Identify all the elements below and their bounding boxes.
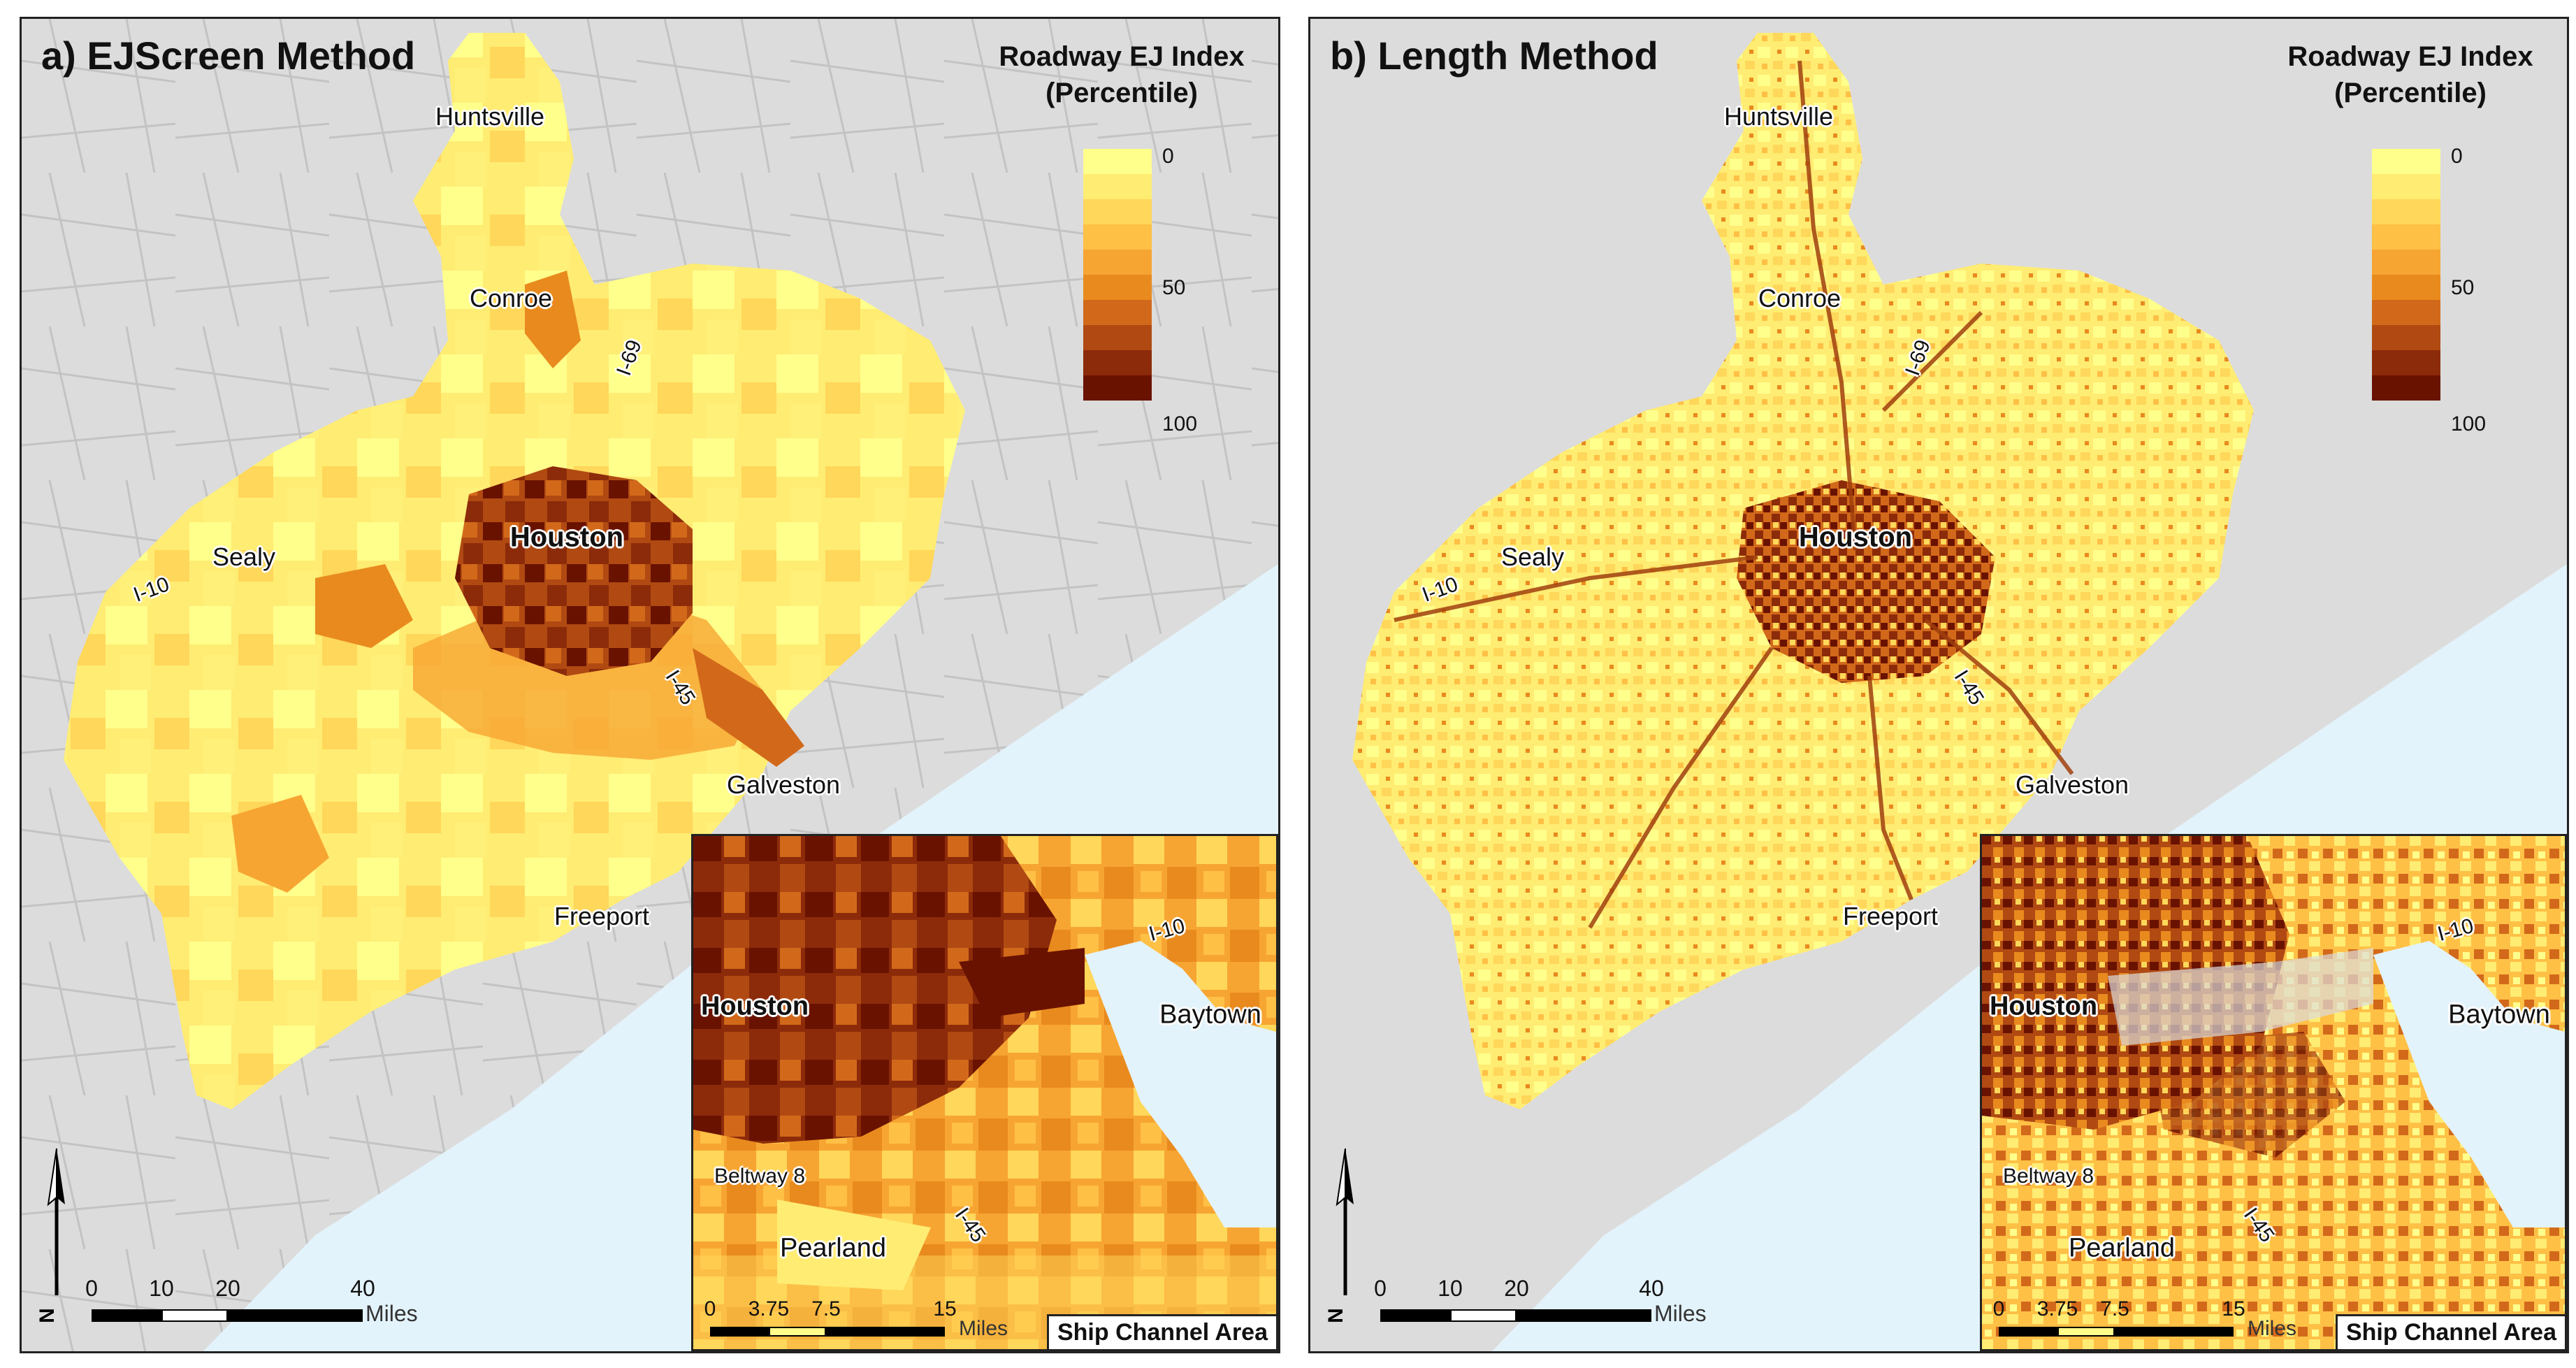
- city-label-freeport: Freeport: [553, 902, 650, 930]
- city-label-houston: Houston: [1798, 521, 1913, 553]
- legend-color-ramp: [1083, 149, 1152, 426]
- inset-scale-units: Miles: [959, 1317, 1008, 1340]
- legend-swatch-3: [1083, 224, 1152, 250]
- legend-swatch-8: [1083, 350, 1152, 375]
- city-label-conroe: Conroe: [1758, 284, 1841, 312]
- legend-swatch-8: [2372, 350, 2440, 375]
- inset-scale-bar: 0 3.75 7.5 15 Miles: [700, 1297, 1008, 1346]
- inset-scale-units: Miles: [2248, 1317, 2297, 1340]
- panel-title: b) Length Method: [1330, 34, 1658, 78]
- city-label-conroe: Conroe: [469, 284, 553, 312]
- inset-scale-bar: 0 3.75 7.5 15 Miles: [1989, 1297, 2296, 1346]
- legend-swatch-0: [2372, 149, 2440, 174]
- scale-units: Miles: [1654, 1301, 1707, 1326]
- scale-tick-20: 20: [1504, 1276, 1529, 1301]
- legend: Roadway EJ Index (Percentile) 0 50 100: [975, 38, 1268, 435]
- legend-color-ramp: [2372, 149, 2440, 426]
- legend-swatch-9: [1083, 375, 1152, 401]
- inset-scale-tick-7-5: 7.5: [2100, 1297, 2129, 1320]
- inset-city-label-houston: Houston: [700, 991, 809, 1021]
- legend-title: Roadway EJ Index (Percentile): [975, 38, 1268, 111]
- legend-swatch-4: [1083, 250, 1152, 275]
- legend-swatch-6: [2372, 300, 2440, 325]
- roadway-corridors: [1394, 60, 2074, 929]
- scale-bar: 0 10 20 40 Miles: [78, 1276, 497, 1339]
- legend-tick-100: 100: [1162, 412, 1198, 435]
- scale-units: Miles: [366, 1301, 418, 1326]
- scale-tick-10: 10: [1438, 1276, 1463, 1301]
- inset-highway-label-beltway8: Beltway 8: [2003, 1165, 2094, 1188]
- legend-swatch-9: [2372, 375, 2440, 401]
- legend-tick-100: 100: [2451, 412, 2487, 435]
- legend-tick-0: 0: [1162, 145, 1174, 168]
- inset-city-label-baytown: Baytown: [1159, 1000, 1261, 1030]
- city-label-galveston: Galveston: [2015, 770, 2129, 799]
- panel-title: a) EJScreen Method: [41, 34, 416, 78]
- legend-swatch-6: [1083, 300, 1152, 325]
- inset-scale-tick-0: 0: [1992, 1297, 2005, 1320]
- legend-tick-50: 50: [1162, 276, 1186, 299]
- north-arrow: N: [35, 1148, 78, 1337]
- legend-swatch-0: [1083, 149, 1152, 174]
- houston-core: [1737, 480, 1995, 683]
- inset-scale-tick-3-75: 3.75: [748, 1297, 790, 1320]
- inset-map: [1982, 836, 2565, 1349]
- inset-scale-tick-15: 15: [933, 1297, 957, 1320]
- scale-tick-40: 40: [350, 1276, 375, 1301]
- inset-highway-label-beltway8: Beltway 8: [714, 1165, 806, 1188]
- map-panel-length: b) Length Method Roadway EJ Index (Perce…: [1308, 17, 2569, 1353]
- city-label-houston: Houston: [509, 521, 624, 553]
- inset-caption: Ship Channel Area: [1046, 1314, 1276, 1349]
- scale-tick-40: 40: [1639, 1276, 1664, 1301]
- city-label-freeport: Freeport: [1842, 902, 1939, 930]
- city-label-galveston: Galveston: [726, 770, 841, 799]
- scale-tick-10: 10: [149, 1276, 174, 1301]
- legend-tick-0: 0: [2451, 145, 2463, 168]
- legend-swatch-5: [2372, 275, 2440, 300]
- inset-city-label-pearland: Pearland: [779, 1233, 887, 1263]
- houston-core: [455, 466, 693, 676]
- inset-map-ship-channel: Houston Baytown Pearland I-10 Beltway 8 …: [691, 834, 1278, 1351]
- inset-scale-tick-7-5: 7.5: [811, 1297, 841, 1320]
- north-label: N: [1324, 1308, 1347, 1323]
- legend-swatch-4: [2372, 250, 2440, 275]
- scale-bar: 0 10 20 40 Miles: [1366, 1276, 1786, 1339]
- legend-title-line1: Roadway EJ Index: [999, 41, 1245, 72]
- scale-tick-0: 0: [1374, 1276, 1387, 1301]
- inset-map: [693, 836, 1276, 1349]
- inset-city-label-houston: Houston: [1989, 991, 2098, 1021]
- legend-tick-50: 50: [2451, 276, 2475, 299]
- inset-map-ship-channel: Houston Baytown Pearland I-10 Beltway 8 …: [1980, 834, 2567, 1351]
- city-label-huntsville: Huntsville: [1723, 102, 1834, 131]
- legend-title-line2: (Percentile): [1045, 78, 1198, 108]
- north-arrow: N: [1324, 1148, 1366, 1337]
- city-label-huntsville: Huntsville: [435, 102, 545, 131]
- legend-title-line2: (Percentile): [2334, 78, 2487, 108]
- legend-swatch-7: [1083, 325, 1152, 350]
- scale-tick-0: 0: [85, 1276, 98, 1301]
- city-label-sealy: Sealy: [1500, 542, 1565, 571]
- inset-scale-tick-0: 0: [704, 1297, 716, 1320]
- inset-scale-tick-3-75: 3.75: [2036, 1297, 2078, 1320]
- inset-caption: Ship Channel Area: [2335, 1314, 2565, 1349]
- legend-swatch-3: [2372, 224, 2440, 250]
- city-label-sealy: Sealy: [212, 542, 276, 571]
- legend-swatch-5: [1083, 275, 1152, 300]
- legend: Roadway EJ Index (Percentile) 0 50 100: [2264, 38, 2557, 435]
- north-label: N: [35, 1308, 59, 1323]
- region-map: [22, 19, 1278, 1351]
- legend-swatch-2: [1083, 199, 1152, 224]
- scale-tick-20: 20: [215, 1276, 240, 1301]
- map-panel-ejscreen: a) EJScreen Method Roadway EJ Index (Per…: [20, 17, 1280, 1353]
- legend-title: Roadway EJ Index (Percentile): [2264, 38, 2557, 111]
- legend-swatch-7: [2372, 325, 2440, 350]
- inset-city-label-baytown: Baytown: [2448, 1000, 2550, 1030]
- legend-title-line1: Roadway EJ Index: [2287, 41, 2533, 72]
- inset-city-label-pearland: Pearland: [2068, 1233, 2176, 1263]
- legend-swatch-1: [1083, 174, 1152, 199]
- inset-scale-tick-15: 15: [2222, 1297, 2245, 1320]
- legend-swatch-1: [2372, 174, 2440, 199]
- legend-swatch-2: [2372, 199, 2440, 224]
